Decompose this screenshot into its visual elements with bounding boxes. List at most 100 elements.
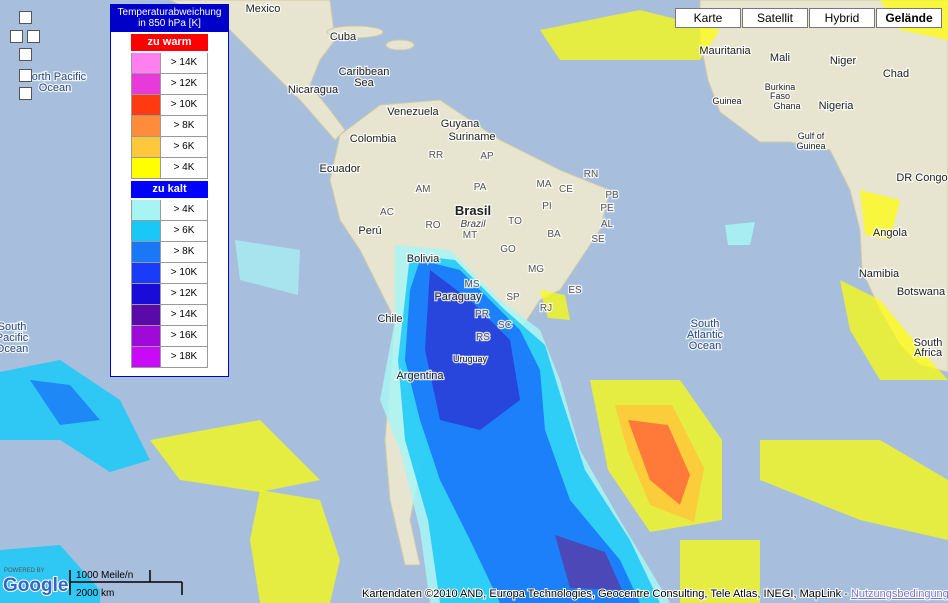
legend-row: > 12K xyxy=(131,74,208,95)
map-label: SE xyxy=(591,234,605,245)
map-label: MG xyxy=(528,264,544,275)
attribution: Kartendaten ©2010 AND, Europa Technologi… xyxy=(362,588,948,600)
map-label: PA xyxy=(474,182,487,193)
map-label: Africa xyxy=(914,347,943,359)
map-label: PI xyxy=(542,201,551,212)
pan-left[interactable] xyxy=(10,30,23,43)
legend-row: > 8K xyxy=(131,242,208,263)
legend-swatch xyxy=(132,137,161,157)
legend-row: > 10K xyxy=(131,263,208,284)
legend-label: > 16K xyxy=(170,330,198,341)
map-label: Ocean xyxy=(0,343,28,355)
zoom-in[interactable] xyxy=(19,69,32,82)
map-label: Gulf of xyxy=(798,131,825,141)
legend-swatch xyxy=(132,347,161,367)
map-label: RJ xyxy=(540,303,552,314)
legend-swatch xyxy=(132,200,161,220)
map-type-button[interactable]: Hybrid xyxy=(809,8,875,28)
legend-swatch xyxy=(132,158,161,178)
map-label: RS xyxy=(476,332,490,343)
legend-swatch xyxy=(132,116,161,136)
pan-right[interactable] xyxy=(27,30,40,43)
legend-title: Temperaturabweichung in 850 hPa [K] xyxy=(111,5,228,32)
legend-row: > 6K xyxy=(131,221,208,242)
legend: Temperaturabweichung in 850 hPa [K] zu wa… xyxy=(110,4,229,377)
map-label: Colombia xyxy=(350,133,397,145)
map-label: Ecuador xyxy=(320,163,361,175)
legend-label: > 14K xyxy=(170,309,198,320)
map-label: Nigeria xyxy=(819,100,855,112)
map-label: Mali xyxy=(770,52,790,64)
legend-swatch xyxy=(132,74,161,94)
legend-swatch xyxy=(132,326,161,346)
pan-down[interactable] xyxy=(19,48,32,61)
map-label: Burkina xyxy=(765,82,796,92)
map-label: GO xyxy=(500,244,516,255)
map-label: Perú xyxy=(358,225,381,237)
map-type-button[interactable]: Satellit xyxy=(742,8,808,28)
scale-bar xyxy=(69,570,183,595)
legend-swatch xyxy=(132,221,161,241)
map-label: Sea xyxy=(354,77,374,89)
map-label: Nicaragua xyxy=(288,84,339,96)
map-label: Ghana xyxy=(773,101,800,111)
legend-title-line: in 850 hPa [K] xyxy=(138,18,201,29)
legend-row: > 4K xyxy=(131,158,208,179)
legend-label: > 6K xyxy=(173,225,195,236)
map-label: Atlantic xyxy=(687,329,724,341)
legend-row: > 18K xyxy=(131,347,208,368)
map-label: Suriname xyxy=(448,131,495,143)
legend-row: > 14K xyxy=(131,305,208,326)
map-label: Mauritania xyxy=(699,45,751,57)
legend-label: > 12K xyxy=(170,78,198,89)
map-label: PR xyxy=(475,309,489,320)
map-label: Guinea xyxy=(712,96,741,106)
map-label: Pacific xyxy=(0,332,29,344)
legend-label: > 8K xyxy=(173,246,195,257)
map-label: Argentina xyxy=(396,370,444,382)
map-label: AP xyxy=(480,151,494,162)
map-label: PE xyxy=(600,203,614,214)
pan-up[interactable] xyxy=(19,11,32,24)
map-label: BA xyxy=(547,229,561,240)
map-label: Faso xyxy=(770,91,790,101)
legend-label: > 10K xyxy=(170,267,198,278)
map-label: MS xyxy=(465,279,480,290)
legend-label: > 12K xyxy=(170,288,198,299)
map-label: Chile xyxy=(377,313,402,325)
map-label: RO xyxy=(426,220,441,231)
google-logo: Google xyxy=(3,575,68,596)
zoom-out[interactable] xyxy=(19,87,32,100)
legend-heading: zu kalt xyxy=(131,181,208,198)
attribution-text: Kartendaten ©2010 AND, Europa Technologi… xyxy=(362,588,848,600)
map-label: Venezuela xyxy=(387,106,439,118)
legend-swatch xyxy=(132,263,161,283)
map-label: Namibia xyxy=(859,268,900,280)
map-label: Guyana xyxy=(441,118,480,130)
map-label: South xyxy=(0,321,26,333)
legend-label: > 8K xyxy=(173,120,195,131)
map-label: North Pacific xyxy=(24,71,87,83)
map-label: Bolivia xyxy=(407,253,440,265)
powered-by: POWERED BY xyxy=(4,568,45,574)
map-label: RR xyxy=(429,150,443,161)
map-label: Guinea xyxy=(796,141,825,151)
map-label: AC xyxy=(380,207,394,218)
legend-row: > 6K xyxy=(131,137,208,158)
map-type-button[interactable]: Karte xyxy=(675,8,741,28)
terms-link[interactable]: Nutzungsbedingungen xyxy=(850,587,948,601)
map-type-button[interactable]: Gelände xyxy=(876,8,942,28)
legend-row: > 12K xyxy=(131,284,208,305)
legend-swatch xyxy=(132,242,161,262)
map-label: Ocean xyxy=(689,340,721,352)
map-label: Brasil xyxy=(455,203,491,218)
map-label: South xyxy=(691,318,720,330)
map-label: Paraguay xyxy=(434,291,482,303)
map-label: DR Congo xyxy=(896,172,947,184)
map-label: Cuba xyxy=(330,31,357,43)
map-label: ES xyxy=(568,285,582,296)
map-label: Mexico xyxy=(246,3,281,15)
legend-label: > 18K xyxy=(170,351,198,362)
